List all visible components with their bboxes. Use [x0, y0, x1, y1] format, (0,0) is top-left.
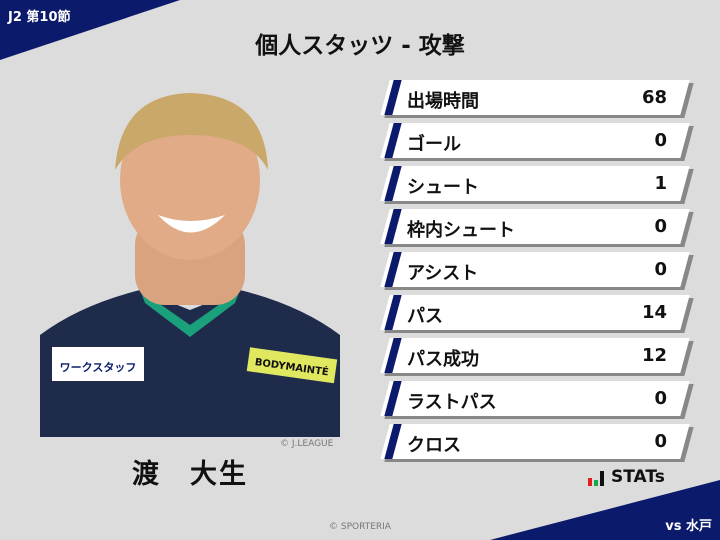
stat-value: 1: [654, 173, 667, 194]
stat-row: 出場時間 68: [380, 80, 694, 118]
stat-row: パス 14: [380, 295, 694, 333]
stat-label: 枠内シュート: [407, 220, 515, 241]
stat-label: ゴール: [407, 134, 461, 155]
stat-label: パス: [407, 306, 443, 327]
stat-row: 枠内シュート 0: [380, 209, 694, 247]
logo-text: STATs: [611, 467, 665, 487]
stat-row: パス成功 12: [380, 338, 694, 376]
logo-bar-icon: [594, 480, 598, 486]
stat-label: アシスト: [407, 263, 479, 284]
stat-label: シュート: [407, 177, 479, 198]
stat-value: 14: [641, 302, 667, 323]
page-title: 個人スタッツ - 攻撃: [255, 33, 465, 59]
stat-row: ラストパス 0: [380, 381, 694, 419]
stat-value: 0: [654, 388, 667, 409]
stat-label: パス成功: [407, 349, 479, 370]
corner-banner-bottom: [490, 480, 720, 540]
stat-row: アシスト 0: [380, 252, 694, 290]
stat-label: 出場時間: [407, 91, 479, 112]
stat-row: シュート 1: [380, 166, 694, 204]
stat-value: 0: [654, 431, 667, 452]
stats-logo: STATs: [588, 469, 665, 486]
player-photo: ワークスタッフ BODYMAINTÉ: [40, 75, 340, 437]
logo-bar-icon: [588, 478, 592, 486]
copyright: © SPORTERIA: [329, 522, 391, 532]
stat-value: 0: [654, 130, 667, 151]
sponsor-logo: ワークスタッフ: [60, 361, 137, 374]
logo-bar-icon: [600, 471, 604, 486]
corner-banner-top: [0, 0, 180, 60]
stat-row: ゴール 0: [380, 123, 694, 161]
stat-label: ラストパス: [407, 392, 497, 413]
stat-value: 12: [641, 345, 667, 366]
photo-credit: © J.LEAGUE: [280, 439, 334, 449]
stat-row: クロス 0: [380, 424, 694, 462]
stat-value: 0: [654, 216, 667, 237]
stat-label: クロス: [407, 435, 461, 456]
stats-list: 出場時間 68 ゴール 0 シュート 1 枠内シュート 0 アシスト 0 パス 14 パス成…: [380, 80, 694, 467]
opponent-label: vs 水戸: [665, 519, 712, 534]
stat-value: 0: [654, 259, 667, 280]
round-label: J2 第10節: [8, 10, 71, 25]
player-name: 渡 大生: [132, 459, 248, 490]
stat-value: 68: [641, 87, 667, 108]
